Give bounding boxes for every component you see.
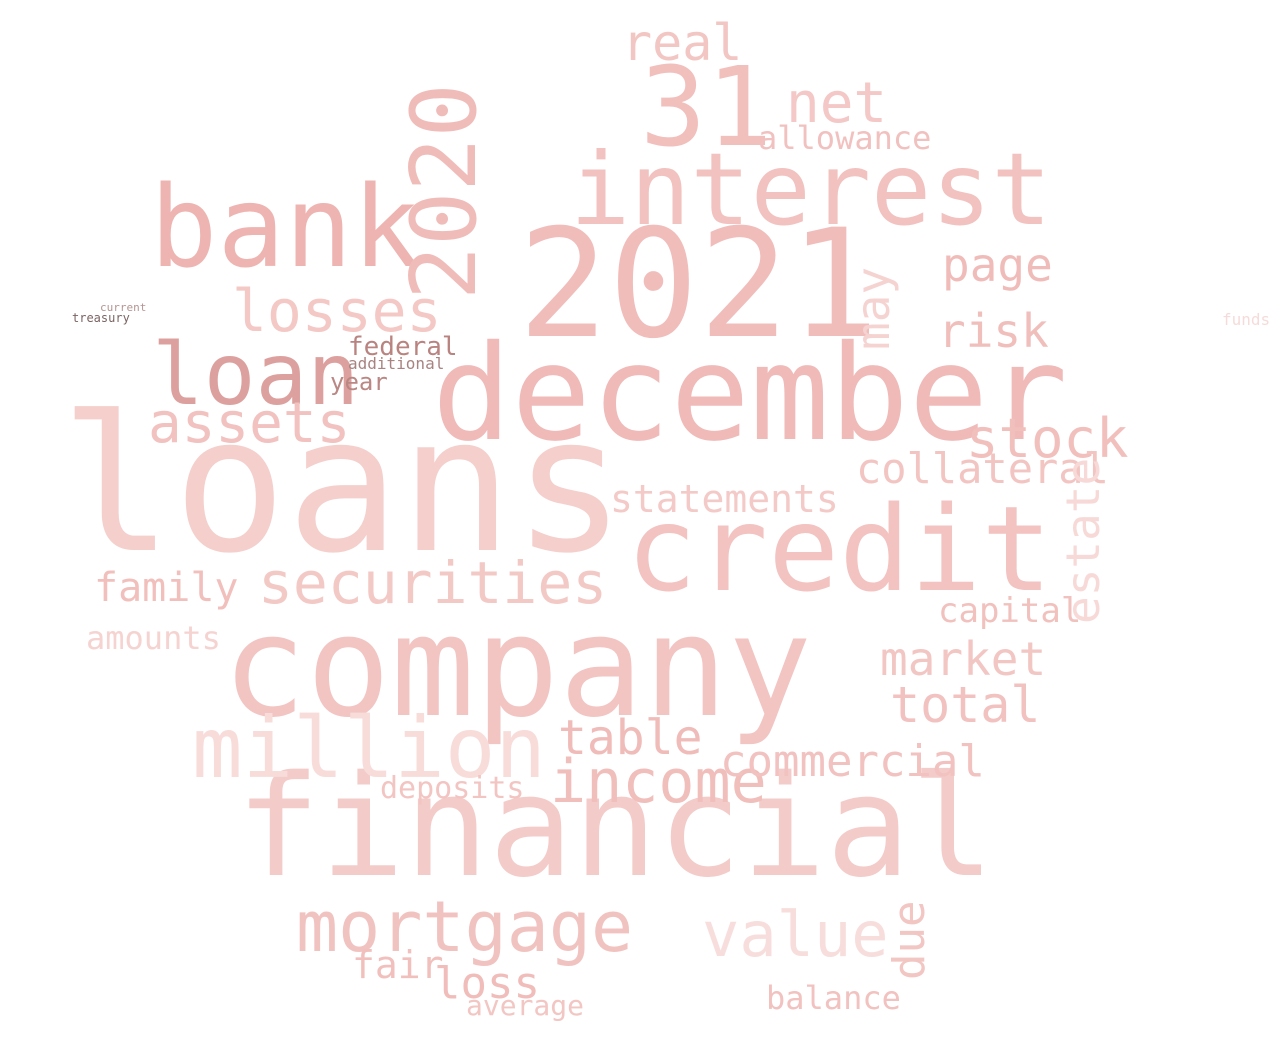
word-balance: balance	[766, 979, 901, 1017]
word-commercial: commercial	[720, 736, 985, 787]
word-financial: financial	[236, 746, 995, 909]
word-table: table	[558, 710, 703, 766]
word-family: family	[94, 565, 239, 611]
word-federal: federal	[348, 332, 458, 362]
word-average: average	[466, 989, 585, 1022]
word-year: year	[330, 368, 388, 396]
word-total: total	[890, 676, 1041, 734]
word-treasury: treasury	[72, 311, 130, 325]
word-fair: fair	[352, 943, 444, 987]
word-deposits: deposits	[380, 771, 525, 806]
word-page: page	[942, 238, 1053, 292]
word-company: company	[222, 586, 813, 749]
word-2021: 2021	[518, 198, 880, 372]
word-may: may	[846, 266, 900, 350]
word-value: value	[702, 898, 889, 971]
word-funds: funds	[1222, 310, 1271, 329]
word-loan: loan	[152, 325, 360, 425]
word-december: december	[432, 317, 1068, 471]
word-credit: credit	[626, 480, 1053, 618]
word-additional: additional	[348, 354, 445, 373]
word-income: income	[550, 747, 767, 817]
word-market: market	[880, 632, 1047, 686]
word-mortgage: mortgage	[296, 886, 634, 968]
word-net: net	[786, 71, 888, 136]
word-statements: statements	[610, 477, 839, 521]
word-securities: securities	[258, 549, 608, 617]
word-interest: interest	[570, 131, 1052, 248]
word-stock: stock	[966, 407, 1129, 470]
word-real: real	[622, 14, 743, 72]
word-assets: assets	[148, 391, 351, 456]
word-collateral: collateral	[856, 444, 1109, 493]
word-allowance: allowance	[758, 119, 932, 157]
word-amounts: amounts	[86, 619, 221, 657]
word-risk: risk	[938, 304, 1049, 358]
word-loss: loss	[434, 958, 540, 1009]
word-loans: loans	[60, 376, 626, 595]
word-due: due	[884, 900, 935, 980]
word-31: 31	[640, 43, 773, 171]
word-capital: capital	[938, 591, 1082, 631]
word-bank: bank	[150, 163, 420, 293]
word-2020: 2020	[392, 83, 497, 300]
word-current: current	[100, 301, 147, 314]
word-losses: losses	[232, 277, 442, 345]
word-million: million	[192, 699, 547, 797]
